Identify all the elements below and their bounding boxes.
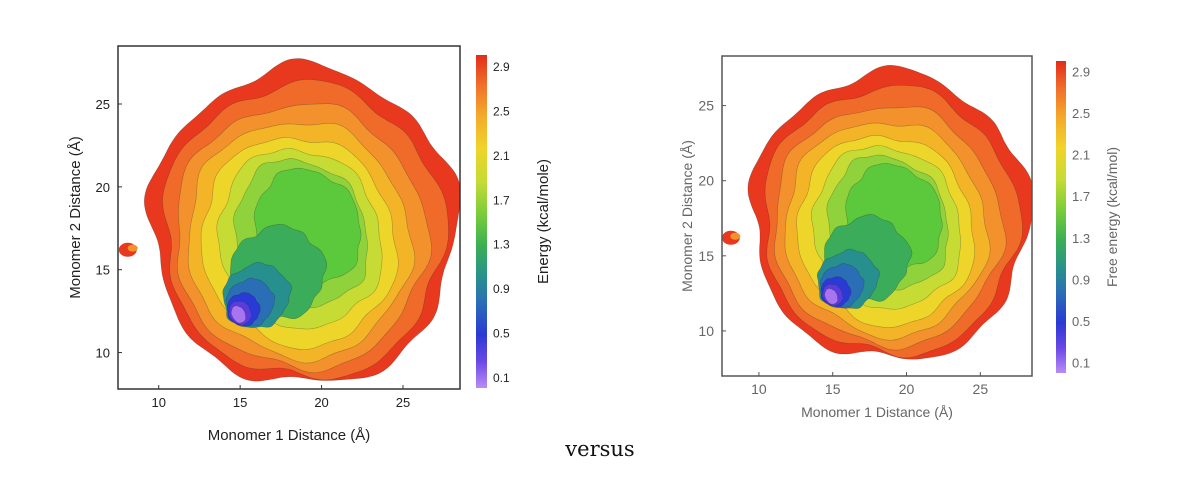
colorbar-label: Free energy (kcal/mol) xyxy=(1104,147,1120,287)
x-tick-label: 25 xyxy=(396,395,410,410)
y-tick-label: 15 xyxy=(96,263,110,278)
y-tick-label: 20 xyxy=(698,173,714,189)
contour-level-14 xyxy=(230,305,246,324)
y-tick-label: 15 xyxy=(698,248,714,264)
colorbar-tick-label: 0.5 xyxy=(493,327,510,341)
y-tick-label: 10 xyxy=(96,346,110,361)
contour-outlier-inner xyxy=(127,244,138,252)
x-tick-label: 20 xyxy=(899,381,915,397)
x-tick-label: 25 xyxy=(973,381,989,397)
colorbar-label: Energy (kcal/mole) xyxy=(535,159,552,284)
y-axis-label: Monomer 2 Distance (Å) xyxy=(67,136,84,299)
y-axis-label: Monomer 2 Distance (Å) xyxy=(679,140,695,292)
free-energy-landscape-chart-right: 10 15 20 25 10 15 20 25 Monomer 1 Distance (Å) Mo… xyxy=(679,55,1120,420)
energy-contour-field xyxy=(118,58,460,382)
colorbar xyxy=(1056,61,1066,373)
colorbar-tick-label: 1.7 xyxy=(1072,189,1090,204)
x-tick-label: 15 xyxy=(233,395,247,410)
colorbar-tick-label: 2.1 xyxy=(493,149,510,163)
energy-contour-field xyxy=(722,64,1032,360)
colorbar-tick-label: 1.3 xyxy=(1072,231,1090,246)
plot-frame xyxy=(117,45,461,390)
y-tick-label: 20 xyxy=(96,180,110,195)
colorbar-tick-label: 2.5 xyxy=(493,105,510,119)
contour-level-14 xyxy=(824,288,838,305)
colorbar-tick-label: 0.5 xyxy=(1072,314,1090,329)
colorbar-tick-label: 2.9 xyxy=(1072,64,1090,79)
x-axis-label: Monomer 1 Distance (Å) xyxy=(208,427,371,444)
contour-outlier-inner xyxy=(730,232,741,240)
x-tick-label: 10 xyxy=(751,381,767,397)
colorbar-tick-label: 1.3 xyxy=(493,238,510,252)
colorbar-tick-label: 2.9 xyxy=(493,60,510,74)
colorbar xyxy=(476,55,487,388)
y-tick-label: 25 xyxy=(96,97,110,112)
x-tick-label: 20 xyxy=(314,395,328,410)
x-tick-label: 10 xyxy=(151,395,165,410)
energy-landscape-chart-left: 10 15 20 25 10 15 20 25 Monomer 1 Distance (Å) Mo… xyxy=(67,45,552,444)
colorbar-tick-label: 1.7 xyxy=(493,193,510,207)
versus-caption: versus xyxy=(565,437,635,461)
colorbar-tick-label: 2.5 xyxy=(1072,106,1090,121)
x-axis-label: Monomer 1 Distance (Å) xyxy=(801,404,953,420)
y-tick-label: 25 xyxy=(698,98,714,114)
x-tick-label: 15 xyxy=(825,381,841,397)
colorbar-tick-label: 0.1 xyxy=(493,371,510,385)
y-tick-label: 10 xyxy=(698,323,714,339)
colorbar-tick-label: 0.1 xyxy=(1072,356,1090,371)
colorbar-tick-label: 0.9 xyxy=(1072,272,1090,287)
colorbar-tick-label: 0.9 xyxy=(493,282,510,296)
plot-frame xyxy=(721,55,1033,377)
colorbar-tick-label: 2.1 xyxy=(1072,148,1090,163)
